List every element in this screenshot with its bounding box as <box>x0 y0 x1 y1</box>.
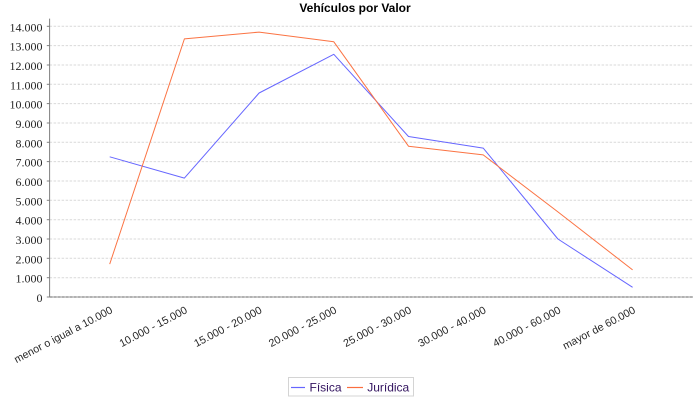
svg-text:Física: Física <box>310 380 342 394</box>
svg-text:14.000: 14.000 <box>10 20 43 34</box>
svg-text:7.000: 7.000 <box>16 156 43 170</box>
svg-text:Jurídica: Jurídica <box>367 380 409 394</box>
svg-text:0: 0 <box>37 291 43 305</box>
svg-text:6.000: 6.000 <box>16 175 43 189</box>
svg-text:3.000: 3.000 <box>16 233 43 247</box>
svg-text:10.000: 10.000 <box>10 98 43 112</box>
svg-text:2.000: 2.000 <box>16 252 43 266</box>
svg-text:9.000: 9.000 <box>16 117 43 131</box>
svg-text:12.000: 12.000 <box>10 59 43 73</box>
svg-text:4.000: 4.000 <box>16 214 43 228</box>
svg-text:5.000: 5.000 <box>16 194 43 208</box>
svg-text:1.000: 1.000 <box>16 272 43 286</box>
svg-text:8.000: 8.000 <box>16 136 43 150</box>
svg-text:13.000: 13.000 <box>10 40 43 54</box>
svg-text:11.000: 11.000 <box>10 78 43 92</box>
svg-text:Vehículos por Valor: Vehículos por Valor <box>299 1 411 15</box>
